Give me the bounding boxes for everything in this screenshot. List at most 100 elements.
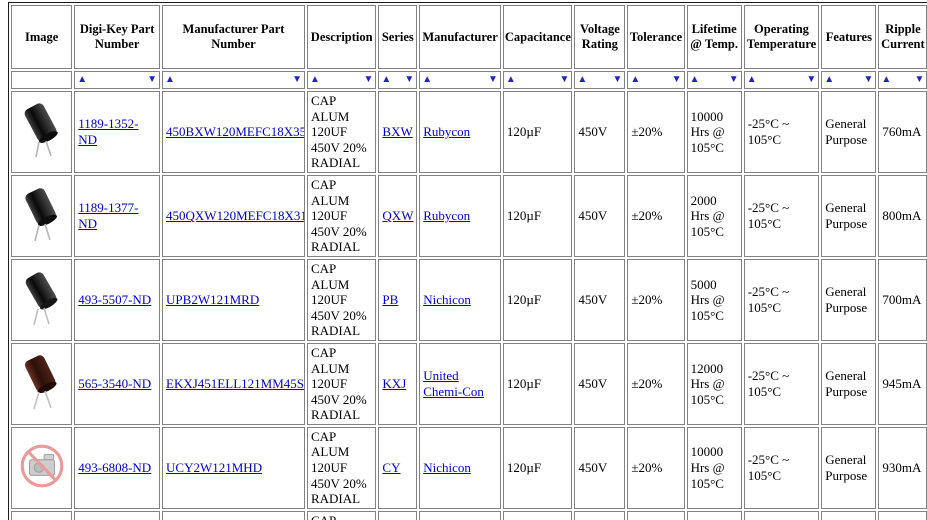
description-cell: CAP ALUM 120UF 450V 20% RADIAL [306,510,377,520]
manufacturer-link[interactable]: Rubycon [423,208,471,224]
manufacturer-cell: Rubycon [419,174,501,257]
table-row: 1189-1352-ND 450BXW120MEFC18X35 CAP ALUM… [11,91,927,173]
digikey-part-link[interactable]: 493-6808-ND [78,460,152,476]
sort-cell-mfr-part: ▲ ▼ [162,71,305,89]
sort-ascending-icon[interactable]: ▲ [630,74,641,85]
op-temp-cell: -25°C ~ 105°C [743,510,820,520]
sort-descending-icon[interactable]: ▼ [559,74,570,85]
table-row: 1189-1377-ND 450QXW120MEFC18X31.5 CAP AL… [11,174,927,257]
lifetime-cell: 2000 Hrs @ 105°C [686,174,742,257]
column-header-tolerance: Tolerance [627,5,685,69]
sort-cell-lifetime: ▲ ▼ [686,71,742,89]
sort-ascending-icon[interactable]: ▲ [505,74,516,85]
sort-ascending-icon[interactable]: ▲ [689,74,700,85]
sort-cell-description: ▲ ▼ [306,71,377,89]
digikey-part-link[interactable]: 493-5507-ND [78,292,152,308]
manufacturer-cell: Nichicon [419,258,501,341]
mfr-part-cell: 450QXW120MEFC18X31.5 [162,174,305,257]
manufacturer-link[interactable]: Nichicon [423,292,471,308]
header-row: Image Digi-Key Part Number Manufacturer … [11,5,927,69]
op-temp-cell: -25°C ~ 105°C [743,258,820,341]
mfr-part-link[interactable]: UCY2W121MHD [166,460,263,476]
column-header-manufacturer: Manufacturer [419,5,501,69]
table-row: 565-3540-ND EKXJ451ELL121MM45S CAP ALUM … [11,342,927,425]
ripple-cell: 945mA [878,342,927,425]
sort-descending-icon[interactable]: ▼ [806,74,817,85]
mfr-part-link[interactable]: EKXJ451ELL121MM45S [166,376,304,392]
sort-descending-icon[interactable]: ▼ [292,74,302,85]
description-cell: CAP ALUM 120UF 450V 20% RADIAL [306,174,377,257]
capacitor-photo[interactable] [15,186,69,242]
column-header-lifetime: Lifetime @ Temp. [686,5,742,69]
tolerance-cell: ±20% [627,510,685,520]
column-header-voltage: Voltage Rating [574,5,626,69]
description-cell: CAP ALUM 120UF 450V 20% RADIAL [306,342,377,425]
sort-ascending-icon[interactable]: ▲ [881,74,892,85]
mfr-part-link[interactable]: UPB2W121MRD [166,292,260,308]
sort-descending-icon[interactable]: ▼ [363,74,374,85]
sort-ascending-icon[interactable]: ▲ [577,74,588,85]
product-image-cell [11,258,73,341]
sort-descending-icon[interactable]: ▼ [612,74,623,85]
description-cell: CAP ALUM 120UF 450V 20% RADIAL [306,258,377,341]
manufacturer-link[interactable]: United Chemi-Con [423,368,484,399]
sort-cell-ripple: ▲ ▼ [878,71,927,89]
digikey-part-cell: 493-5507-ND [74,258,161,341]
digikey-part-cell: 1189-1377-ND [74,174,161,257]
manufacturer-cell: Nichicon [419,426,501,509]
op-temp-cell: -25°C ~ 105°C [743,426,820,509]
capacitor-photo[interactable] [15,270,69,326]
sort-ascending-icon[interactable]: ▲ [165,74,175,85]
mfr-part-link[interactable]: 450QXW120MEFC18X31.5 [166,208,305,224]
tolerance-cell: ±20% [627,91,685,173]
sort-descending-icon[interactable]: ▼ [488,74,498,85]
sort-ascending-icon[interactable]: ▲ [746,74,757,85]
sort-cell-manufacturer: ▲ ▼ [419,71,501,89]
lifetime-cell: 10000 Hrs @ 105°C [686,510,742,520]
op-temp-cell: -25°C ~ 105°C [743,342,820,425]
voltage-cell: 450V [574,426,626,509]
sort-descending-icon[interactable]: ▼ [404,74,415,85]
column-header-features: Features [821,5,877,69]
features-cell: General Purpose [821,174,877,257]
sort-cell-features: ▲ ▼ [821,71,877,89]
product-image-cell [11,426,73,509]
series-link[interactable]: BXW [382,124,413,140]
sort-ascending-icon[interactable]: ▲ [422,74,433,85]
mfr-part-cell: 450BXW120MEFC18X35 [162,91,305,173]
manufacturer-link[interactable]: Rubycon [423,124,471,140]
parts-table: Image Digi-Key Part Number Manufacturer … [8,2,927,520]
sort-descending-icon[interactable]: ▼ [147,74,158,85]
series-link[interactable]: KXJ [382,376,407,392]
lifetime-cell: 10000 Hrs @ 105°C [686,426,742,509]
product-image-cell [11,174,73,257]
sort-ascending-icon[interactable]: ▲ [309,74,320,85]
sort-ascending-icon[interactable]: ▲ [77,74,88,85]
digikey-part-link[interactable]: 1189-1352-ND [78,116,139,147]
ripple-cell: 800mA [878,174,927,257]
column-header-ripple: Ripple Current [878,5,927,69]
series-link[interactable]: CY [382,460,401,476]
sort-ascending-icon[interactable]: ▲ [824,74,835,85]
manufacturer-link[interactable]: Nichicon [423,460,471,476]
capacitance-cell: 120µF [502,510,573,520]
sort-ascending-icon[interactable]: ▲ [381,74,392,85]
voltage-cell: 450V [574,174,626,257]
capacitor-photo[interactable] [15,102,69,158]
digikey-part-link[interactable]: 565-3540-ND [78,376,152,392]
sort-cell-tolerance: ▲ ▼ [627,71,685,89]
sort-descending-icon[interactable]: ▼ [863,74,874,85]
sort-descending-icon[interactable]: ▼ [914,74,925,85]
sort-descending-icon[interactable]: ▼ [671,74,682,85]
capacitor-photo[interactable] [15,354,69,410]
ripple-cell: 700mA [878,258,927,341]
tolerance-cell: ±20% [627,174,685,257]
series-link[interactable]: QXW [382,208,414,224]
mfr-part-link[interactable]: 450BXW120MEFC18X35 [166,124,305,140]
features-cell: General Purpose [821,258,877,341]
series-link[interactable]: PB [382,292,399,308]
digikey-part-link[interactable]: 1189-1377-ND [78,200,139,231]
sort-descending-icon[interactable]: ▼ [728,74,739,85]
table-row: 493-6893-ND UCY2W121MHD6 CAP ALUM 120UF … [11,510,927,520]
column-header-op-temp: Operating Temperature [743,5,820,69]
